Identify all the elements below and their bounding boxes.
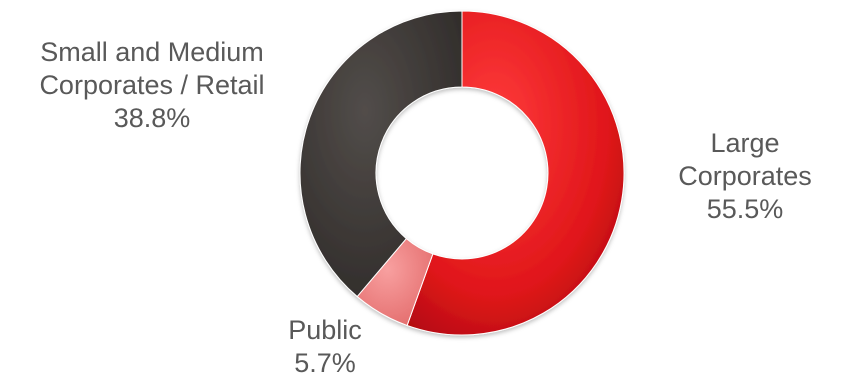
slice-label-smb-line-1: Small and Medium xyxy=(40,37,264,67)
donut-slice-smb xyxy=(299,10,463,298)
slice-label-large-line-2: Corporates xyxy=(678,161,812,191)
slice-label-smb-line-2: Corporates / Retail xyxy=(39,70,265,100)
slice-label-large: Large Corporates 55.5% xyxy=(660,127,830,226)
slice-label-smb: Small and Medium Corporates / Retail 38.… xyxy=(12,36,292,135)
slice-label-large-line-1: Large xyxy=(710,128,780,158)
slice-value-large: 55.5% xyxy=(706,194,784,224)
slice-value-smb: 38.8% xyxy=(113,103,191,133)
slice-label-public: Public 5.7% xyxy=(260,314,390,380)
donut-slice-large xyxy=(406,10,625,336)
slice-label-public-line-1: Public xyxy=(288,315,362,345)
slice-value-public: 5.7% xyxy=(294,348,356,378)
